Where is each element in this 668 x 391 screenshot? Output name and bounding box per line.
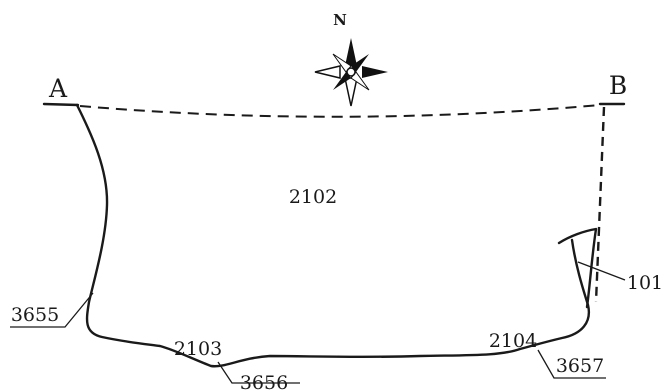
leader-3657	[537, 349, 606, 379]
leader-3656	[217, 361, 300, 384]
north-label: N	[333, 11, 347, 29]
context-3656-label: 3656	[240, 372, 288, 391]
context-2103-label: 2103	[174, 338, 222, 360]
point-a-tick	[42, 102, 80, 107]
point-a-label: A	[48, 74, 68, 103]
context-101-label: 101	[627, 272, 663, 294]
section-line: A B	[42, 71, 627, 118]
right-dashed-edge	[594, 106, 606, 303]
cut-outline	[75, 103, 591, 368]
compass-star-icon	[314, 38, 388, 107]
datum-dashed-line	[79, 104, 601, 118]
compass-rose: N	[314, 11, 388, 107]
context-3657-label: 3657	[556, 355, 604, 377]
leader-101	[577, 261, 626, 281]
point-b-label: B	[609, 71, 627, 100]
context-2104-label: 2104	[489, 330, 537, 352]
leader-3655	[10, 292, 94, 328]
context-3655-label: 3655	[11, 304, 59, 326]
feature-101-outline	[557, 227, 598, 309]
context-2102-label: 2102	[289, 186, 337, 208]
